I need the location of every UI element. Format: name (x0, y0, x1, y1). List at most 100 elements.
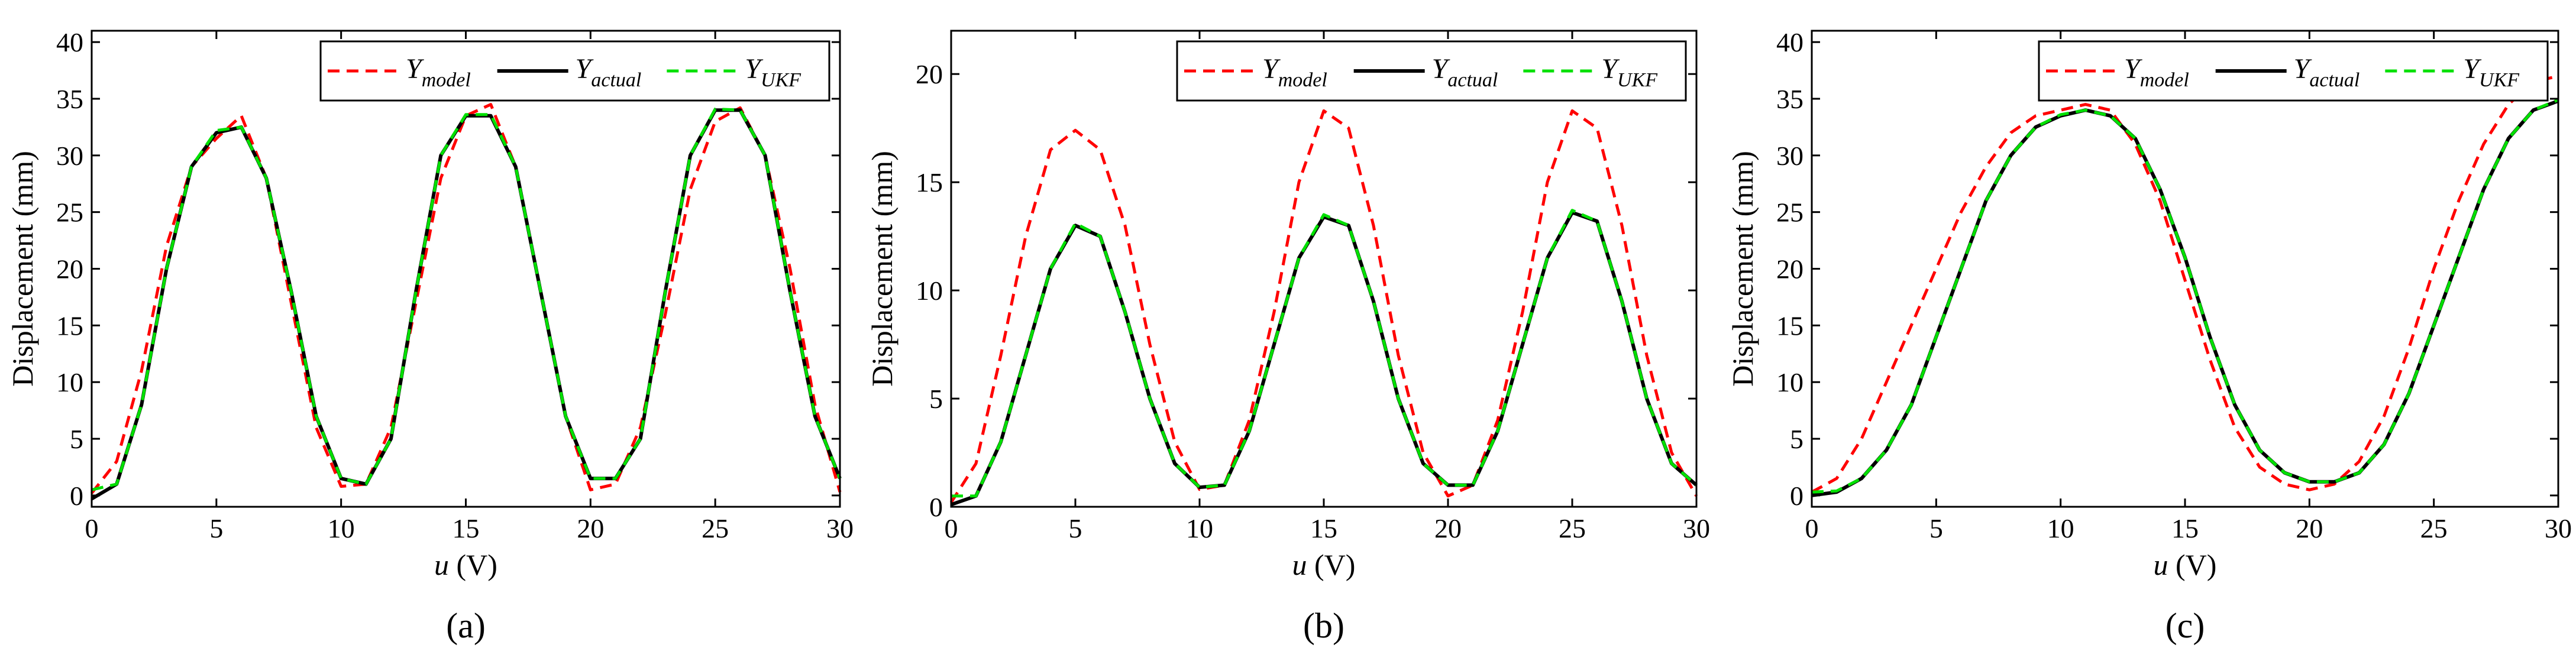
x-axis-unit: (V) (449, 548, 497, 581)
legend-symbol: Y (2294, 53, 2312, 85)
legend-label-ukf: YUKF (745, 53, 801, 91)
legend-box (1176, 40, 1687, 102)
x-tick-label: 20 (1434, 513, 1462, 543)
x-axis-label: u (V) (1292, 548, 1356, 581)
legend-subscript: model (2140, 69, 2189, 91)
x-axis-label: u (V) (434, 548, 497, 581)
legend-label-ukf: YUKF (2463, 53, 2520, 91)
legend-subscript: UKF (761, 69, 801, 91)
x-tick-label: 5 (209, 513, 223, 543)
legend-symbol: Y (406, 53, 424, 85)
y-axis-label: Displacement (mm) (6, 151, 39, 387)
y-tick-label: 15 (56, 310, 83, 341)
series-line-y-model (91, 103, 842, 494)
chart-c: 0 5 10 15 20 25 30 0 5 10 15 20 25 30 35 40 u (V) Displac… (1726, 27, 2572, 645)
x-tick-label: 20 (577, 513, 604, 543)
series-line-y-ukf (1811, 98, 2559, 494)
chart-b: 0 5 10 15 20 25 30 0 5 10 15 20 u (V) Displacement (m… (865, 30, 1710, 645)
x-axis-label: u (V) (2154, 548, 2217, 581)
legend-symbol: Y (1432, 53, 1450, 85)
y-tick-label: 0 (929, 492, 943, 522)
x-tick-label: 25 (2420, 513, 2448, 543)
y-tick-label: 30 (1776, 141, 1803, 171)
y-tick-label: 25 (56, 198, 83, 228)
legend-label-ukf: YUKF (1601, 53, 1658, 91)
legend-subscript: actual (591, 69, 641, 91)
plot-frame (1811, 30, 2559, 508)
x-tick-label: 10 (2047, 513, 2074, 543)
y-tick-label: 40 (1776, 27, 1803, 57)
legend: Ymodel Yactual YUKF (319, 40, 830, 102)
series-line-y-ukf (91, 107, 842, 491)
x-tick-label: 0 (1805, 513, 1819, 543)
x-axis-variable: u (2154, 548, 2168, 581)
series-group (91, 103, 842, 501)
x-tick-label: 25 (702, 513, 729, 543)
legend-symbol: Y (1601, 53, 1620, 85)
x-axis-unit: (V) (2168, 548, 2217, 581)
y-tick-label: 30 (56, 141, 83, 171)
plot-frame (950, 30, 1698, 508)
y-tick-label: 15 (1776, 310, 1803, 341)
y-tick-label: 35 (56, 84, 83, 114)
legend-label-model: Ymodel (406, 53, 471, 91)
series-line-y-ukf (951, 209, 1698, 498)
legend-symbol: Y (745, 53, 763, 85)
legend-symbol: Y (576, 53, 594, 85)
x-tick-label: 30 (2545, 513, 2572, 543)
series-line-y-actual (951, 211, 1698, 507)
y-tick-label: 10 (916, 276, 943, 306)
y-tick-label: 20 (916, 59, 943, 89)
panel-caption: (b) (1303, 606, 1344, 645)
series-group (949, 109, 1698, 507)
x-tick-label: 10 (1186, 513, 1213, 543)
y-axis-label: Displacement (mm) (1726, 151, 1759, 387)
x-tick-label: 25 (1559, 513, 1586, 543)
series-group (1811, 75, 2559, 497)
x-axis-unit: (V) (1307, 548, 1356, 581)
y-tick-label: 0 (1790, 481, 1803, 511)
legend-label-model: Ymodel (1262, 53, 1327, 91)
x-tick-label: 5 (1069, 513, 1082, 543)
x-tick-label: 10 (328, 513, 355, 543)
legend-box (2038, 40, 2549, 102)
legend-subscript: actual (2309, 69, 2360, 91)
y-tick-label: 20 (1776, 254, 1803, 284)
legend-subscript: model (1278, 69, 1327, 91)
x-tick-label: 0 (945, 513, 958, 543)
legend-label-actual: Yactual (2294, 53, 2360, 91)
y-tick-label: 25 (1776, 198, 1803, 228)
y-tick-label: 20 (56, 254, 83, 284)
x-tick-label: 15 (2171, 513, 2199, 543)
legend-label-actual: Yactual (576, 53, 642, 91)
panel-caption: (c) (2165, 606, 2205, 645)
y-tick-label: 5 (929, 384, 943, 414)
plot-frame (91, 30, 841, 508)
series-line-y-model (1811, 75, 2559, 494)
x-tick-label: 15 (453, 513, 480, 543)
series-line-y-model (949, 109, 1698, 504)
y-tick-label: 0 (70, 481, 83, 511)
x-axis-variable: u (434, 548, 449, 581)
legend-subscript: actual (1447, 69, 1498, 91)
chart-a: 0 5 10 15 20 25 30 0 5 10 15 20 25 30 35 40 u (V) Displac… (6, 27, 854, 645)
y-tick-label: 40 (56, 27, 83, 57)
panel-caption: (a) (446, 606, 486, 645)
legend-label-actual: Yactual (1432, 53, 1498, 91)
x-tick-label: 5 (1929, 513, 1943, 543)
legend-subscript: UKF (1617, 69, 1658, 91)
legend: Ymodel Yactual YUKF (2038, 40, 2549, 102)
legend-symbol: Y (2463, 53, 2481, 85)
legend-symbol: Y (1262, 53, 1281, 85)
x-tick-label: 30 (1683, 513, 1710, 543)
x-tick-label: 30 (826, 513, 854, 543)
y-tick-label: 5 (70, 424, 83, 454)
y-axis-label: Displacement (mm) (865, 151, 898, 387)
x-tick-label: 20 (2296, 513, 2323, 543)
y-tick-label: 5 (1790, 424, 1803, 454)
legend-symbol: Y (2124, 53, 2142, 85)
y-tick-label: 15 (916, 167, 943, 198)
legend-subscript: model (422, 69, 471, 91)
y-tick-label: 10 (1776, 367, 1803, 397)
